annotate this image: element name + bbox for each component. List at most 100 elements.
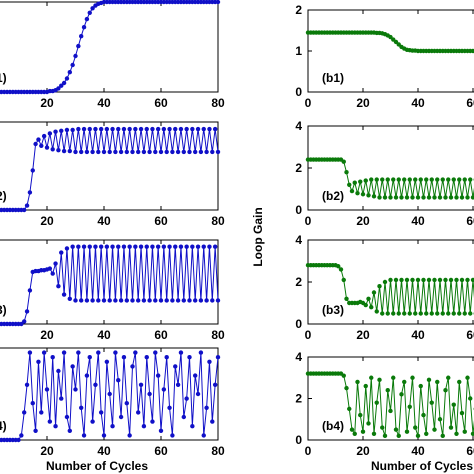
data-point: [118, 149, 124, 155]
data-point: [459, 277, 465, 283]
data-point: [47, 266, 53, 271]
data-point: [402, 379, 407, 385]
data-point: [44, 145, 50, 150]
data-point: [64, 76, 70, 81]
data-point: [59, 83, 64, 88]
data-point: [141, 424, 147, 429]
y-tick-label: 0: [295, 203, 302, 217]
data-point: [67, 296, 73, 301]
y-tick-label: 0: [295, 433, 302, 447]
data-point: [107, 149, 112, 155]
data-point: [70, 127, 75, 133]
data-point: [144, 355, 149, 360]
data-point: [133, 126, 138, 132]
data-point: [158, 428, 164, 433]
data-point: [347, 406, 352, 412]
data-point: [61, 148, 67, 154]
data-point: [465, 375, 470, 380]
data-point: [81, 244, 87, 249]
series-line: [0, 352, 219, 441]
y-tick-label: 4: [295, 233, 302, 247]
panel-a1: 20 40 60 80 1): [0, 0, 225, 110]
data-point: [150, 419, 155, 424]
panel-label: 1): [0, 71, 7, 85]
data-point: [344, 296, 349, 301]
data-point: [363, 383, 368, 389]
data-point: [121, 355, 127, 360]
data-point: [93, 382, 98, 387]
data-point: [457, 177, 462, 182]
data-point: [181, 149, 186, 155]
data-point: [118, 414, 124, 420]
data-point: [207, 126, 212, 132]
data-point: [410, 195, 415, 200]
data-point: [41, 133, 47, 139]
data-point: [101, 298, 107, 303]
data-point: [50, 271, 55, 276]
data-point: [178, 350, 184, 355]
data-point: [459, 195, 465, 200]
data-point: [124, 298, 129, 303]
data-point: [76, 126, 81, 132]
data-point: [212, 244, 218, 249]
data-point: [33, 141, 38, 147]
x-tick-label: 0: [305, 444, 312, 458]
data-point: [22, 410, 27, 415]
data-point: [167, 405, 172, 410]
data-point: [388, 408, 393, 414]
data-point: [124, 149, 129, 155]
data-point: [173, 126, 178, 132]
x-tick-label: 0: [305, 214, 312, 228]
data-point: [407, 177, 412, 182]
data-point: [446, 375, 451, 380]
data-point: [448, 425, 454, 430]
data-point: [352, 180, 357, 185]
data-point: [426, 195, 432, 200]
data-point: [207, 244, 212, 249]
data-point: [87, 355, 92, 360]
data-point: [432, 277, 437, 283]
x-tick-label: 20: [40, 214, 54, 228]
data-point: [369, 177, 374, 182]
data-point: [380, 311, 385, 316]
data-point: [396, 177, 401, 182]
data-point: [210, 149, 215, 155]
data-point: [358, 179, 363, 184]
data-point: [377, 284, 382, 289]
data-point: [87, 10, 92, 15]
data-point: [118, 298, 124, 303]
x-tick-label: 0: [305, 328, 312, 342]
data-point: [56, 147, 61, 153]
x-tick-label: 40: [411, 328, 425, 342]
data-point: [170, 433, 175, 438]
panel-label: 2): [0, 189, 7, 203]
data-point: [377, 377, 382, 383]
data-point: [144, 244, 149, 249]
panel-label: (b4): [322, 419, 344, 433]
data-point: [53, 129, 58, 134]
data-point: [399, 277, 404, 283]
x-tick-label: 80: [211, 328, 225, 342]
data-point: [201, 126, 206, 132]
data-point: [104, 126, 110, 132]
data-point: [64, 127, 70, 133]
data-point: [215, 355, 221, 360]
series-line: [0, 1, 218, 93]
data-point: [184, 244, 189, 249]
x-tick-label: 60: [154, 214, 168, 228]
data-point: [347, 182, 352, 187]
data-point: [155, 244, 161, 249]
panel-a3: 20 40 60 80 3): [0, 239, 225, 342]
data-point: [161, 126, 167, 132]
axes-frame: [0, 121, 219, 211]
data-point: [451, 311, 456, 316]
data-point: [443, 277, 448, 283]
x-tick-label: 0: [305, 96, 312, 110]
data-point: [470, 277, 474, 283]
y-tick-label: 0: [295, 317, 302, 331]
data-point: [84, 298, 90, 303]
data-point: [210, 419, 215, 424]
panel-a4: 20 40 60 80 4) Number of Cycles: [0, 347, 225, 473]
panel-b1: 0 20 40 60 0 1 2 (b1): [295, 3, 474, 110]
data-point: [124, 401, 129, 406]
